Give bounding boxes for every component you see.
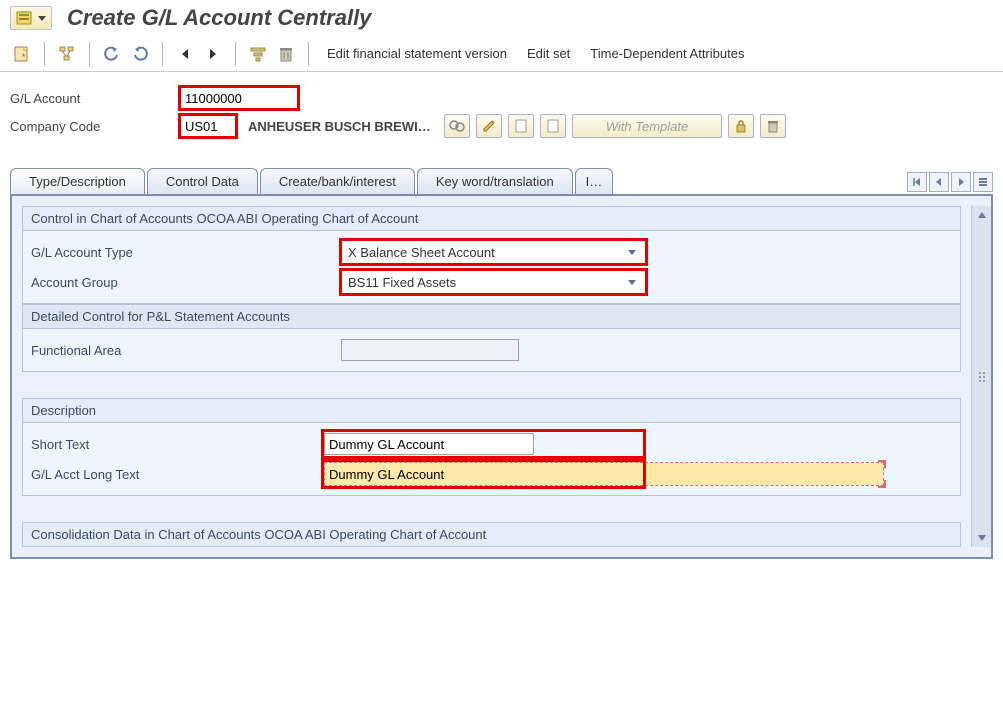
menu-edit-fsv[interactable]: Edit financial statement version xyxy=(319,42,515,65)
tab-type-description[interactable]: Type/Description xyxy=(10,168,145,194)
undo-icon[interactable] xyxy=(100,42,124,66)
tab-scroll-first-icon[interactable] xyxy=(907,172,927,192)
long-text-input[interactable] xyxy=(325,463,883,485)
app-icon xyxy=(16,10,34,26)
page-title: Create G/L Account Centrally xyxy=(67,5,371,31)
content-panel: Control in Chart of Accounts OCOA ABI Op… xyxy=(10,196,993,559)
section-coa-header: Control in Chart of Accounts OCOA ABI Op… xyxy=(22,206,961,231)
delete-icon[interactable] xyxy=(274,42,298,66)
functional-area-label: Functional Area xyxy=(31,343,341,358)
vertical-scrollbar[interactable] xyxy=(971,206,991,547)
tab-create-bank-interest[interactable]: Create/bank/interest xyxy=(260,168,415,194)
redo-icon[interactable] xyxy=(128,42,152,66)
account-group-value: BS11 Fixed Assets xyxy=(348,275,456,290)
gl-account-label: G/L Account xyxy=(10,91,180,106)
next-icon[interactable] xyxy=(201,42,225,66)
header-area: G/L Account Company Code ANHEUSER BUSCH … xyxy=(0,72,1003,148)
toolbar: * Edit financial statement version Edit … xyxy=(0,36,1003,72)
app-icon-box[interactable] xyxy=(10,6,52,30)
company-name-text: ANHEUSER BUSCH BREWI… xyxy=(248,119,438,134)
dropdown-caret-icon xyxy=(625,275,639,289)
prev-icon[interactable] xyxy=(173,42,197,66)
section-description-body: Short Text G/L Acct Long Text xyxy=(22,423,961,496)
display-button[interactable] xyxy=(444,114,470,138)
trash-button[interactable] xyxy=(760,114,786,138)
title-bar: Create G/L Account Centrally xyxy=(0,0,1003,36)
gl-account-type-label: G/L Account Type xyxy=(31,245,341,260)
svg-text:*: * xyxy=(22,52,26,62)
section-detailed-body: Functional Area xyxy=(22,329,961,372)
company-code-input[interactable] xyxy=(180,115,236,137)
dropdown-caret-icon xyxy=(38,14,46,22)
section-detailed-header: Detailed Control for P&L Statement Accou… xyxy=(22,304,961,329)
scroll-grip-icon xyxy=(978,371,986,383)
long-text-label: G/L Acct Long Text xyxy=(31,467,324,482)
short-text-label: Short Text xyxy=(31,437,324,452)
section-consolidation-header: Consolidation Data in Chart of Accounts … xyxy=(22,522,961,547)
tree-icon[interactable] xyxy=(55,42,79,66)
doc1-button[interactable] xyxy=(508,114,534,138)
scroll-up-icon[interactable] xyxy=(972,206,991,224)
lock-button[interactable] xyxy=(728,114,754,138)
scroll-down-icon[interactable] xyxy=(972,529,991,547)
tab-keyword-translation[interactable]: Key word/translation xyxy=(417,168,573,194)
menu-edit-set[interactable]: Edit set xyxy=(519,42,578,65)
tab-scroll-next-icon[interactable] xyxy=(951,172,971,192)
tab-strip: Type/Description Control Data Create/ban… xyxy=(10,168,993,196)
tab-control-data[interactable]: Control Data xyxy=(147,168,258,194)
gl-account-type-value: X Balance Sheet Account xyxy=(348,245,495,260)
edit-button[interactable] xyxy=(476,114,502,138)
with-template-button[interactable]: With Template xyxy=(572,114,722,138)
dropdown-caret-icon xyxy=(625,245,639,259)
company-code-label: Company Code xyxy=(10,119,180,134)
tab-scroll-prev-icon[interactable] xyxy=(929,172,949,192)
tab-info[interactable]: I… xyxy=(575,168,614,194)
short-text-input[interactable] xyxy=(324,433,534,455)
tab-scroll-controls xyxy=(907,172,993,194)
section-description-header: Description xyxy=(22,398,961,423)
gl-account-type-select[interactable]: X Balance Sheet Account xyxy=(341,240,646,264)
filter-icon[interactable] xyxy=(246,42,270,66)
functional-area-input[interactable] xyxy=(341,339,519,361)
doc2-button[interactable] xyxy=(540,114,566,138)
section-coa-body: G/L Account Type X Balance Sheet Account… xyxy=(22,231,961,304)
corner-marker xyxy=(878,480,886,488)
gl-account-input[interactable] xyxy=(180,87,298,109)
account-group-select[interactable]: BS11 Fixed Assets xyxy=(341,270,646,294)
menu-time-dep[interactable]: Time-Dependent Attributes xyxy=(582,42,752,65)
account-group-label: Account Group xyxy=(31,275,341,290)
new-doc-icon[interactable]: * xyxy=(10,42,34,66)
tabs-container: Type/Description Control Data Create/ban… xyxy=(10,168,993,559)
corner-marker xyxy=(878,460,886,468)
long-text-container xyxy=(324,462,884,486)
tab-scroll-list-icon[interactable] xyxy=(973,172,993,192)
